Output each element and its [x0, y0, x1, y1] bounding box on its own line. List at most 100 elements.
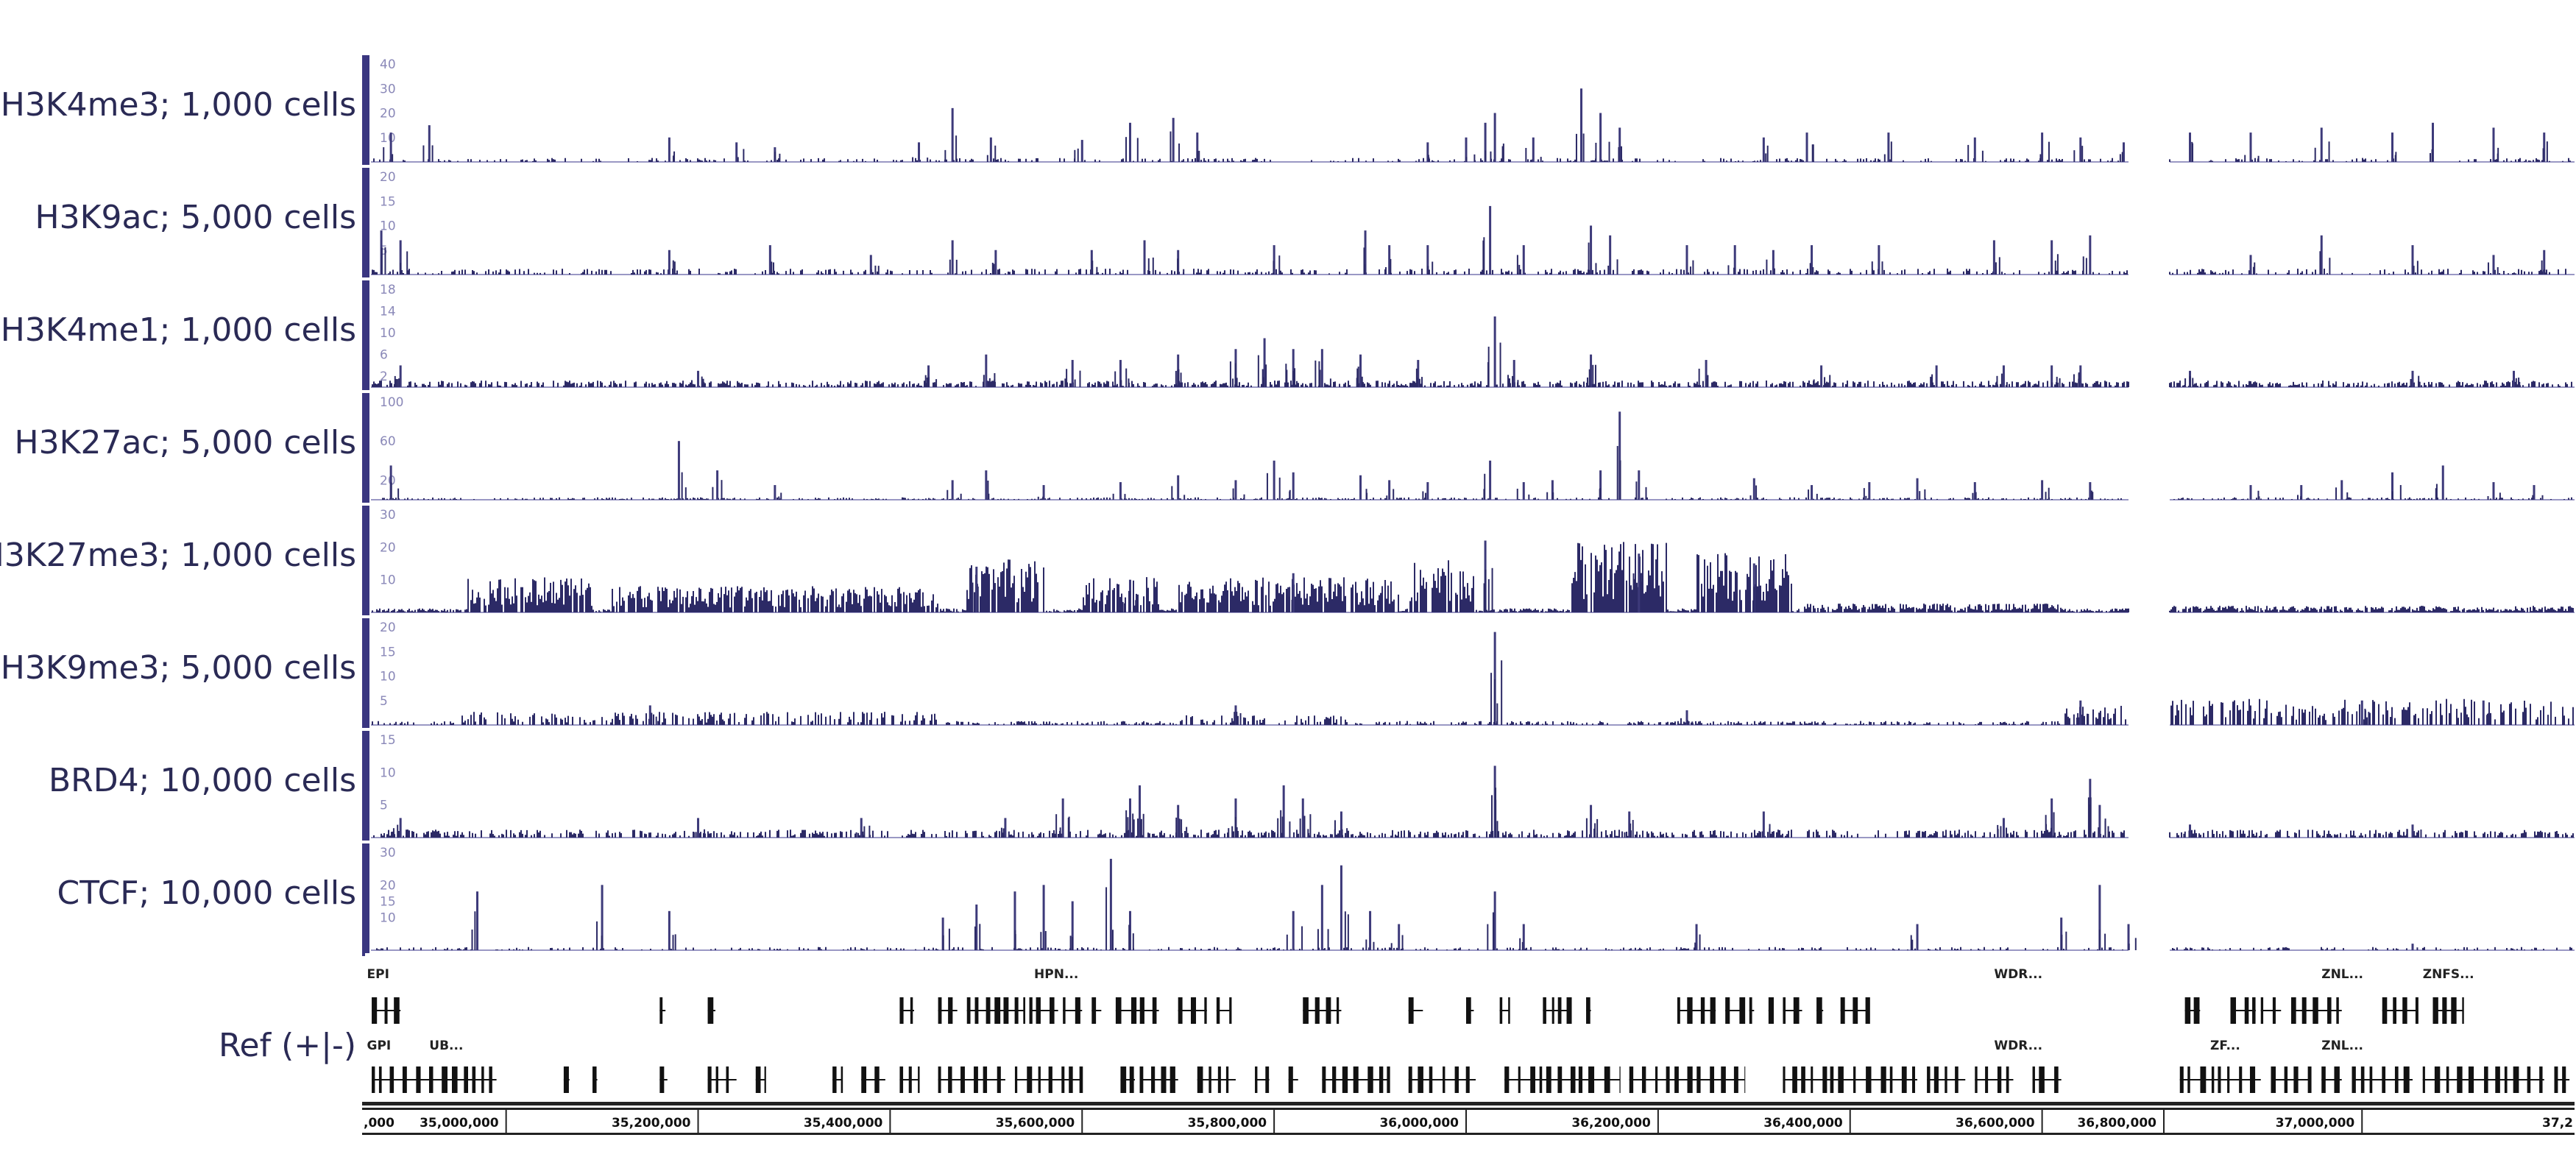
signal-peak	[2089, 482, 2092, 500]
gene-minus-exon	[2360, 1066, 2365, 1093]
signal-peak	[1916, 924, 1919, 950]
gene-minus-exon	[2321, 1066, 2326, 1093]
signal-peak-shoulder	[2435, 484, 2438, 500]
signal-peak-shoulder	[1586, 377, 1588, 387]
y-tick-label: 10	[380, 911, 396, 926]
signal-peak	[1128, 910, 1131, 950]
gene-plus-exon	[1687, 997, 1693, 1024]
track-axis-bar	[362, 55, 369, 165]
gene-minus-exon	[1443, 1066, 1446, 1093]
signal-peak-shoulder	[1307, 829, 1309, 838]
gene-plus-exon	[1130, 997, 1137, 1024]
signal-peak	[1685, 710, 1688, 725]
gene-minus-exon	[1838, 1066, 1844, 1093]
signal-peak-shoulder	[972, 582, 974, 612]
gene-plus-exon	[1152, 997, 1157, 1024]
gene-minus-exon	[1619, 1066, 1621, 1093]
signal-peak-shoulder	[2065, 931, 2067, 950]
y-tick-label: 5	[380, 799, 388, 813]
signal-peak-shoulder	[2406, 829, 2408, 838]
signal-peak-shoulder	[406, 251, 408, 275]
signal-peak	[1493, 891, 1496, 950]
y-tick-label: 20	[380, 170, 396, 185]
signal-peak	[1762, 137, 1765, 162]
signal-peak-shoulder	[979, 924, 981, 950]
signal-peak	[1705, 360, 1708, 387]
signal-peak	[1493, 632, 1496, 725]
signal-peak	[1143, 240, 1146, 275]
signal-peak-shoulder	[1132, 933, 1134, 950]
gene-minus-exon	[481, 1066, 484, 1093]
signal-peak-shoulder	[1266, 473, 1268, 500]
signal-peak-shoulder	[1425, 492, 1427, 500]
y-tick-label: 5	[380, 244, 388, 258]
gene-minus-exon	[1038, 1066, 1041, 1093]
signal-peak	[1512, 360, 1515, 387]
signal-peak-shoulder	[1257, 355, 1259, 387]
signal-peak	[1359, 475, 1362, 500]
signal-peak	[1282, 785, 1285, 838]
signal-peak-shoulder	[1427, 266, 1429, 275]
signal-peak	[428, 125, 431, 162]
signal-peak-shoulder	[1171, 486, 1173, 500]
signal-peak-shoulder	[1067, 818, 1069, 838]
signal-peak-shoulder	[1699, 934, 1701, 950]
gene-plus-exon	[1768, 997, 1774, 1024]
signal-peak-shoulder	[1170, 131, 1172, 162]
gene-minus-exon	[1530, 1066, 1535, 1093]
gene-minus-exon	[948, 1066, 952, 1093]
gene-minus-exon	[1225, 1066, 1229, 1093]
signal-peak	[2300, 485, 2303, 500]
signal-peak-shoulder	[1120, 380, 1122, 387]
signal-peak	[2079, 137, 2082, 162]
signal-peak-shoulder	[1064, 378, 1066, 387]
y-tick-label: 10	[380, 131, 396, 146]
signal-peak-shoulder	[2048, 487, 2050, 500]
signal-peak-shoulder	[2542, 148, 2544, 162]
signal-peak-shoulder	[1496, 703, 1498, 725]
signal-peak-shoulder	[1277, 818, 1279, 838]
signal-peak-shoulder	[2546, 141, 2548, 162]
gene-minus-exon	[472, 1066, 476, 1093]
signal-peak-shoulder	[1344, 911, 1346, 950]
signal-peak	[1878, 245, 1880, 275]
signal-peak	[2391, 472, 2393, 500]
signal-peak-shoulder	[672, 155, 674, 162]
signal-peak-shoulder	[1285, 364, 1287, 387]
signal-peak	[1638, 470, 1641, 500]
signal-peak	[601, 885, 604, 950]
signal-peak-shoulder	[1135, 600, 1137, 612]
signal-peak	[1820, 365, 1823, 387]
signal-peak-shoulder	[2006, 382, 2008, 387]
signal-peak-shoulder	[2346, 492, 2349, 500]
gene-minus-exon	[764, 1066, 766, 1093]
ruler-start-label: ,000	[364, 1116, 394, 1131]
signal-peak-shoulder	[2541, 260, 2543, 275]
gene-minus-exon	[2434, 1066, 2441, 1093]
signal-peak-shoulder	[2059, 378, 2061, 387]
signal-peak	[951, 480, 954, 500]
gene-minus-exon	[1139, 1066, 1144, 1093]
gene-minus-exon	[2334, 1066, 2340, 1093]
gene-minus-exon	[1079, 1066, 1083, 1093]
signal-peak-shoulder	[1243, 717, 1245, 725]
signal-peak	[989, 137, 992, 162]
signal-peak	[1685, 245, 1688, 275]
gene-minus-exon	[1454, 1066, 1459, 1093]
signal-peak	[1973, 137, 1976, 162]
signal-peak-shoulder	[1390, 258, 1392, 275]
signal-peak-shoulder	[1096, 266, 1098, 275]
signal-peak	[1196, 132, 1199, 162]
signal-peak	[1522, 245, 1525, 275]
signal-peak-shoulder	[1490, 673, 1493, 725]
signal-peak-shoulder	[1482, 240, 1485, 275]
signal-peak-shoulder	[772, 262, 774, 275]
track-axis-bar	[362, 393, 369, 503]
signal-peak-shoulder	[1863, 488, 1865, 500]
signal-peak-shoulder	[1688, 721, 1690, 725]
gene-plus-exon	[974, 997, 979, 1024]
gene-plus-exon	[2402, 997, 2407, 1024]
track-axis-bar	[362, 168, 369, 277]
signal-peak-shoulder	[2335, 487, 2338, 500]
gene-minus-exon	[1342, 1066, 1348, 1093]
